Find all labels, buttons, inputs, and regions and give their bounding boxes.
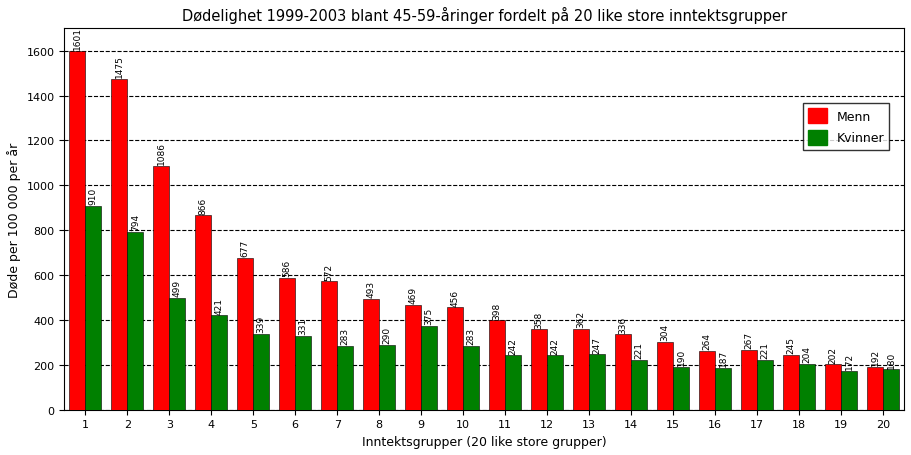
Bar <box>867 367 883 410</box>
Bar <box>379 345 395 410</box>
Bar <box>489 321 506 410</box>
Text: 267: 267 <box>744 331 753 348</box>
Bar <box>657 342 673 410</box>
Bar <box>573 329 589 410</box>
Text: 242: 242 <box>508 337 517 354</box>
Text: 202: 202 <box>829 346 837 363</box>
Text: 794: 794 <box>131 213 139 230</box>
Text: 456: 456 <box>451 289 460 306</box>
Bar <box>673 367 689 410</box>
Bar <box>337 347 353 410</box>
Title: Dødelighet 1999-2003 blant 45-59-åringer fordelt på 20 like store inntektsgruppe: Dødelighet 1999-2003 blant 45-59-åringer… <box>181 7 787 24</box>
Text: 1475: 1475 <box>115 55 124 78</box>
Bar <box>841 371 857 410</box>
Text: 221: 221 <box>761 342 770 359</box>
Text: 245: 245 <box>786 336 795 353</box>
Bar <box>825 364 841 410</box>
Legend: Menn, Kvinner: Menn, Kvinner <box>803 104 889 151</box>
Y-axis label: Døde per 100 000 per år: Døde per 100 000 per år <box>7 142 21 297</box>
Text: 572: 572 <box>324 263 333 280</box>
X-axis label: Inntektsgrupper (20 like store grupper): Inntektsgrupper (20 like store grupper) <box>362 435 607 448</box>
Text: 221: 221 <box>635 342 643 359</box>
Bar <box>615 334 631 410</box>
Bar <box>280 278 295 410</box>
Text: 264: 264 <box>702 332 711 349</box>
Text: 283: 283 <box>341 328 350 345</box>
Text: 336: 336 <box>619 316 628 333</box>
Text: 204: 204 <box>803 345 812 363</box>
Bar <box>237 258 253 410</box>
Bar <box>211 316 227 410</box>
Bar <box>699 351 715 410</box>
Bar <box>631 360 647 410</box>
Text: 421: 421 <box>215 297 224 314</box>
Text: 398: 398 <box>493 302 502 319</box>
Text: 1601: 1601 <box>73 27 82 50</box>
Bar <box>548 356 563 410</box>
Text: 362: 362 <box>577 310 586 327</box>
Text: 339: 339 <box>257 315 266 332</box>
Bar <box>295 336 312 410</box>
Text: 190: 190 <box>677 349 686 365</box>
Text: 192: 192 <box>871 348 880 365</box>
Bar <box>405 305 421 410</box>
Text: 247: 247 <box>593 336 601 353</box>
Bar <box>783 355 799 410</box>
Text: 304: 304 <box>660 323 670 340</box>
Bar <box>322 282 337 410</box>
Bar <box>153 167 169 410</box>
Bar <box>253 334 270 410</box>
Text: 375: 375 <box>425 307 434 324</box>
Text: 290: 290 <box>383 326 392 343</box>
Text: 910: 910 <box>88 187 97 204</box>
Bar <box>463 347 479 410</box>
Text: 172: 172 <box>844 353 854 369</box>
Text: 242: 242 <box>550 337 559 354</box>
Text: 187: 187 <box>719 349 728 366</box>
Bar <box>363 299 379 410</box>
Text: 358: 358 <box>535 311 544 328</box>
Bar <box>195 216 211 410</box>
Text: 283: 283 <box>466 328 476 345</box>
Bar <box>531 330 548 410</box>
Bar <box>111 80 128 410</box>
Text: 493: 493 <box>367 281 375 298</box>
Text: 586: 586 <box>282 260 292 277</box>
Bar <box>883 369 899 410</box>
Text: 677: 677 <box>241 239 250 257</box>
Bar <box>421 326 437 410</box>
Bar <box>69 51 86 410</box>
Text: 469: 469 <box>409 286 418 303</box>
Text: 1086: 1086 <box>157 142 166 165</box>
Bar <box>169 298 185 410</box>
Bar <box>757 360 773 410</box>
Bar <box>86 206 101 410</box>
Bar <box>128 232 143 410</box>
Bar <box>506 356 521 410</box>
Bar <box>742 350 757 410</box>
Text: 866: 866 <box>199 197 208 214</box>
Text: 180: 180 <box>886 350 896 368</box>
Bar <box>715 368 731 410</box>
Bar <box>799 364 815 410</box>
Text: 499: 499 <box>173 279 182 296</box>
Text: 331: 331 <box>299 317 308 334</box>
Bar <box>447 308 463 410</box>
Bar <box>589 354 605 410</box>
